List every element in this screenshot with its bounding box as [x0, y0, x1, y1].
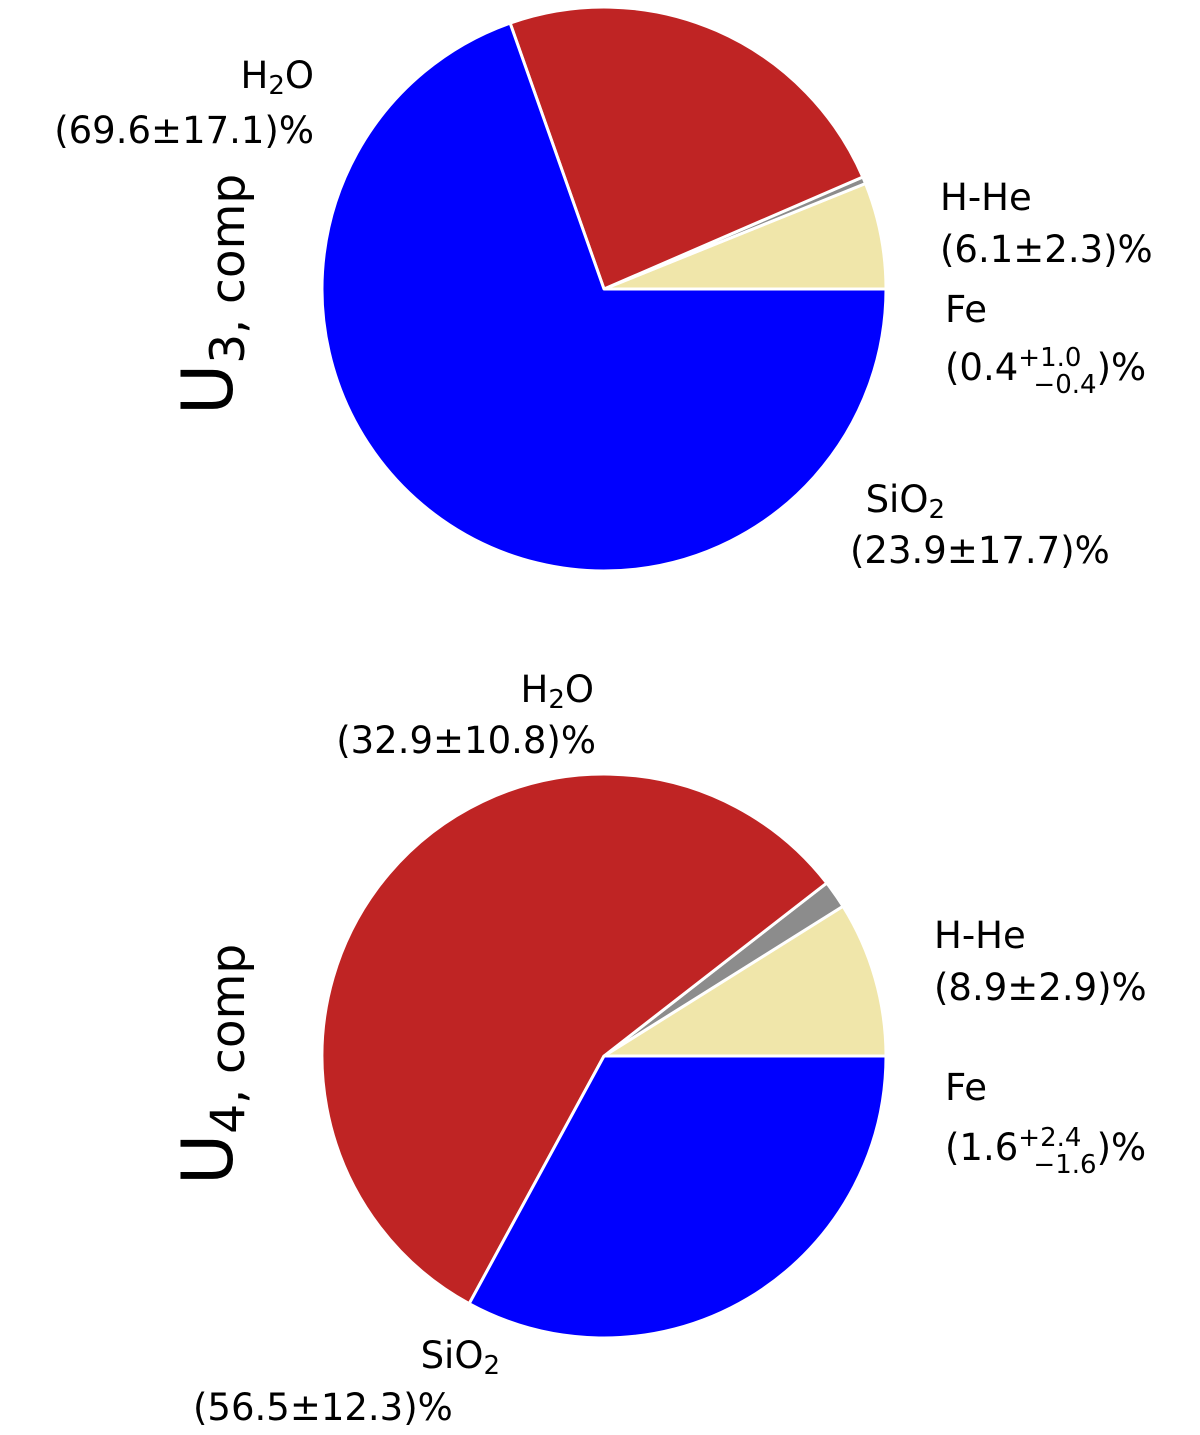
label-u3-sio2-name: SiO2	[866, 478, 945, 525]
label-u3-hhe-name: H-He	[940, 176, 1032, 219]
label-u3-h2o-name: H2O	[241, 54, 315, 101]
ylabel-u3-sub: 3, comp	[201, 174, 256, 364]
label-u3-fe-value: (0.4+1.0 −0.4)%	[945, 343, 1146, 400]
label-u4-fe-name: Fe	[945, 1066, 987, 1109]
label-u4-hhe-name: H-He	[934, 914, 1026, 957]
ylabel-u4-main: U	[167, 1134, 249, 1185]
ylabel-u4: U4, comp	[167, 944, 256, 1185]
pie-slices-u4	[320, 772, 888, 1340]
label-u4-sio2-name: SiO2	[421, 1334, 500, 1381]
ylabel-u3: U3, comp	[167, 174, 256, 415]
label-u4-h2o-value: (32.9±10.8)%	[336, 719, 596, 762]
label-u3-hhe-value: (6.1±2.3)%	[940, 228, 1153, 271]
label-u4-fe-value: (1.6+2.4 −1.6)%	[945, 1123, 1146, 1180]
label-u4-h2o-name: H2O	[521, 668, 595, 715]
pie-slice-h2o	[467, 1054, 888, 1340]
ylabel-u4-sub: 4, comp	[201, 944, 256, 1134]
label-u4-sio2-value: (56.5±12.3)%	[193, 1386, 453, 1429]
label-u4-hhe-value: (8.9±2.9)%	[934, 966, 1147, 1009]
label-u3-h2o-value: (69.6±17.1)%	[54, 109, 314, 152]
label-u3-fe-name: Fe	[945, 288, 987, 331]
pie-slice-sio2	[508, 5, 865, 291]
label-u3-sio2-value: (23.9±17.7)%	[850, 529, 1110, 572]
pie-slice-sio2	[320, 772, 829, 1306]
pie-slices-u3	[320, 5, 888, 573]
ylabel-u3-main: U	[167, 364, 249, 415]
pie-slice-h-he	[602, 904, 888, 1058]
pie-chart-u4: U4, comp H2O (32.9±10.8)% H-He (8.9±2.9)…	[167, 668, 1147, 1429]
pie-slice-h2o	[320, 21, 888, 573]
pie-chart-u3: U3, comp H2O (69.6±17.1)% H-He (6.1±2.3)…	[54, 5, 1153, 573]
